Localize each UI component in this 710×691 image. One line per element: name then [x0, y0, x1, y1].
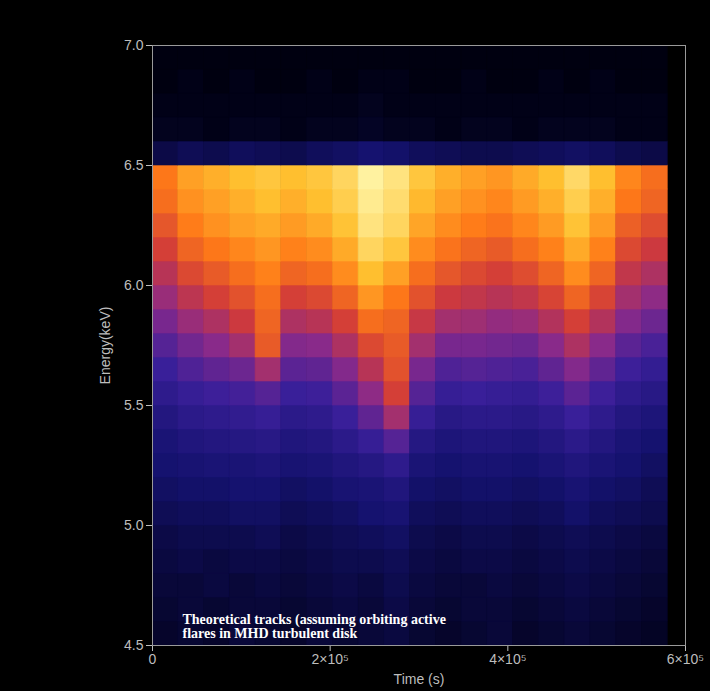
svg-text:5.0: 5.0	[124, 517, 144, 533]
svg-text:6×10⁵: 6×10⁵	[667, 651, 704, 667]
svg-text:5.5: 5.5	[124, 397, 144, 413]
svg-text:7.0: 7.0	[124, 37, 144, 53]
svg-text:0: 0	[149, 651, 157, 667]
svg-text:6.5: 6.5	[124, 157, 144, 173]
svg-text:Time (s): Time (s)	[394, 671, 445, 687]
svg-text:Energy(keV): Energy(keV)	[97, 307, 113, 385]
svg-text:4×10⁵: 4×10⁵	[489, 651, 526, 667]
svg-text:4.5: 4.5	[124, 637, 144, 653]
svg-text:6.0: 6.0	[124, 277, 144, 293]
svg-text:Theoretical tracks (assuming o: Theoretical tracks (assuming orbiting ac…	[183, 612, 446, 641]
svg-text:2×10⁵: 2×10⁵	[311, 651, 348, 667]
